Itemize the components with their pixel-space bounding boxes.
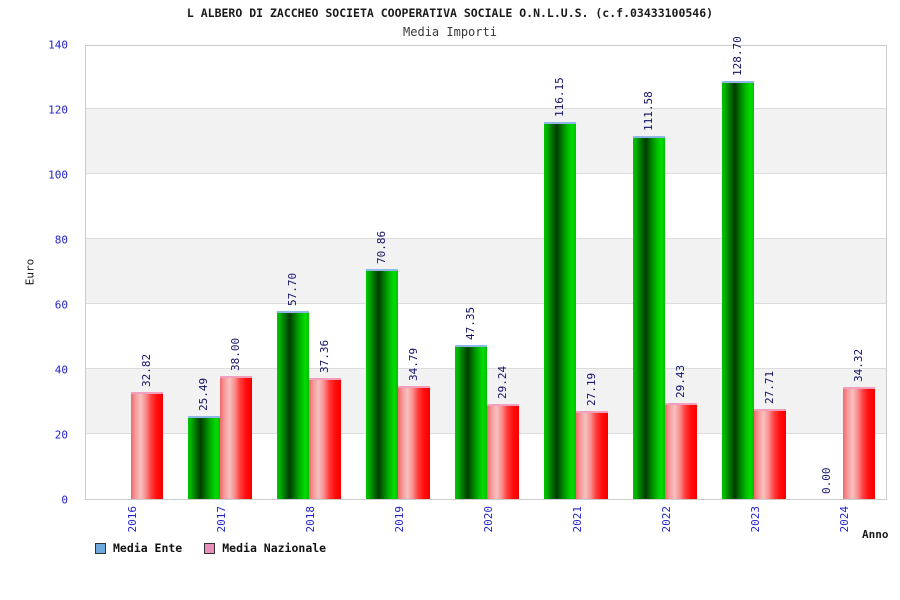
gridline (86, 108, 886, 109)
legend-swatch-icon (95, 542, 106, 554)
bar-media-nazionale[interactable] (487, 403, 519, 499)
bar-media-ente[interactable] (455, 345, 487, 499)
chart-subtitle: Media Importi (403, 25, 497, 39)
legend-label: Media Nazionale (222, 541, 327, 555)
y-axis-tick-label: 40 (54, 363, 68, 377)
legend-swatch-icon (204, 542, 216, 554)
x-axis-tick-label: 2017 (214, 506, 228, 533)
x-axis-tick-label: 2024 (838, 506, 852, 533)
gridline (86, 173, 886, 174)
bar-value-label-ente: 25.49 (196, 378, 210, 412)
bar-media-nazionale[interactable] (754, 408, 787, 499)
x-axis-tick-label: 2020 (482, 506, 495, 533)
bar-value-label-ente: 47.35 (464, 307, 477, 341)
y-axis-tick-label: 20 (54, 428, 68, 442)
y-axis-tick-label: 120 (48, 103, 68, 117)
x-axis-tick-label: 2018 (303, 506, 317, 533)
plot-band (86, 239, 886, 304)
bar-value-label-nazionale: 29.24 (496, 365, 509, 399)
y-axis-label: Euro (23, 258, 37, 286)
bar-value-label-ente: 0.00 (820, 467, 834, 495)
y-axis-tick-label: 140 (48, 38, 68, 52)
bar-media-nazionale[interactable] (576, 410, 609, 499)
bar-value-label-nazionale: 38.00 (228, 337, 242, 371)
bar-value-label-ente: 111.58 (642, 91, 656, 132)
bar-value-label-ente: 57.70 (285, 273, 299, 307)
y-axis-tick-label: 80 (54, 233, 68, 247)
plot-area: 32.82 25.49 38.00 57.70 37.36 70.86 34.79 47.35… (85, 36, 887, 500)
legend-item[interactable]: Media Nazionale (204, 541, 326, 555)
y-axis-tick-label: 100 (48, 168, 68, 182)
bar-media-nazionale[interactable] (308, 377, 341, 499)
x-axis-tick-label: 2023 (749, 506, 763, 533)
bar-value-label-nazionale: 34.32 (852, 349, 866, 383)
bar-media-ente[interactable] (544, 121, 577, 499)
x-axis-tick-label: 2016 (125, 506, 139, 533)
bar-value-label-ente: 128.70 (731, 35, 745, 76)
x-axis-tick-label: 2021 (571, 506, 585, 533)
bar-media-nazionale[interactable] (397, 385, 430, 499)
bar-value-label-nazionale: 27.19 (585, 372, 599, 406)
y-axis-tick-label: 0 (61, 493, 68, 507)
bar-media-ente[interactable] (365, 268, 398, 499)
y-axis-tick-label: 60 (54, 298, 68, 312)
bar-media-nazionale[interactable] (843, 387, 876, 499)
chart-legend: Media Ente Media Nazionale (95, 541, 326, 555)
x-axis-tick-label: 2022 (660, 506, 674, 533)
legend-label: Media Ente (113, 541, 183, 555)
bar-media-ente[interactable] (633, 136, 666, 499)
plot-band (86, 109, 886, 174)
gridline (86, 303, 886, 304)
bar-value-label-nazionale: 34.79 (406, 347, 420, 381)
bar-value-label-nazionale: 32.82 (139, 354, 153, 388)
chart-title: L ALBERO DI ZACCHEO SOCIETA COOPERATIVA … (186, 6, 714, 20)
x-axis-tick-label: 2019 (392, 506, 406, 533)
x-axis-label: Anno (862, 528, 889, 541)
bar-media-nazionale[interactable] (219, 375, 252, 499)
bar-value-label-nazionale: 27.71 (763, 370, 777, 404)
bar-value-label-nazionale: 29.43 (674, 365, 688, 399)
bar-value-label-ente: 70.86 (374, 230, 388, 264)
legend-item[interactable]: Media Ente (95, 541, 182, 555)
bar-media-nazionale[interactable] (665, 403, 698, 499)
bar-media-nazionale[interactable] (130, 392, 163, 499)
bar-media-ente[interactable] (276, 311, 309, 499)
bar-value-label-ente: 116.15 (553, 76, 567, 117)
bar-media-ente[interactable] (722, 80, 755, 499)
gridline (86, 238, 886, 239)
bar-value-label-nazionale: 37.36 (317, 339, 331, 373)
bar-media-ente[interactable] (187, 416, 220, 499)
